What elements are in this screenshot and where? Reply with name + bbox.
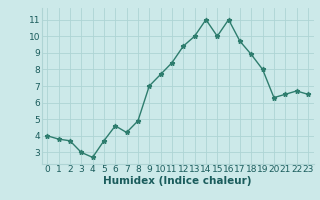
X-axis label: Humidex (Indice chaleur): Humidex (Indice chaleur) [103, 176, 252, 186]
